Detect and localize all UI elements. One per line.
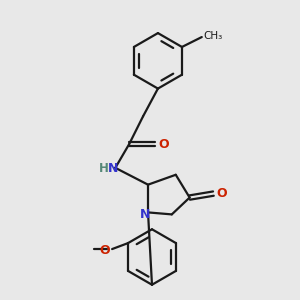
Text: H: H [98,162,108,175]
Text: CH₃: CH₃ [204,31,223,41]
Text: O: O [216,187,227,200]
Text: O: O [100,244,110,256]
Text: N: N [108,162,118,175]
Text: O: O [158,138,169,151]
Text: N: N [140,208,150,221]
